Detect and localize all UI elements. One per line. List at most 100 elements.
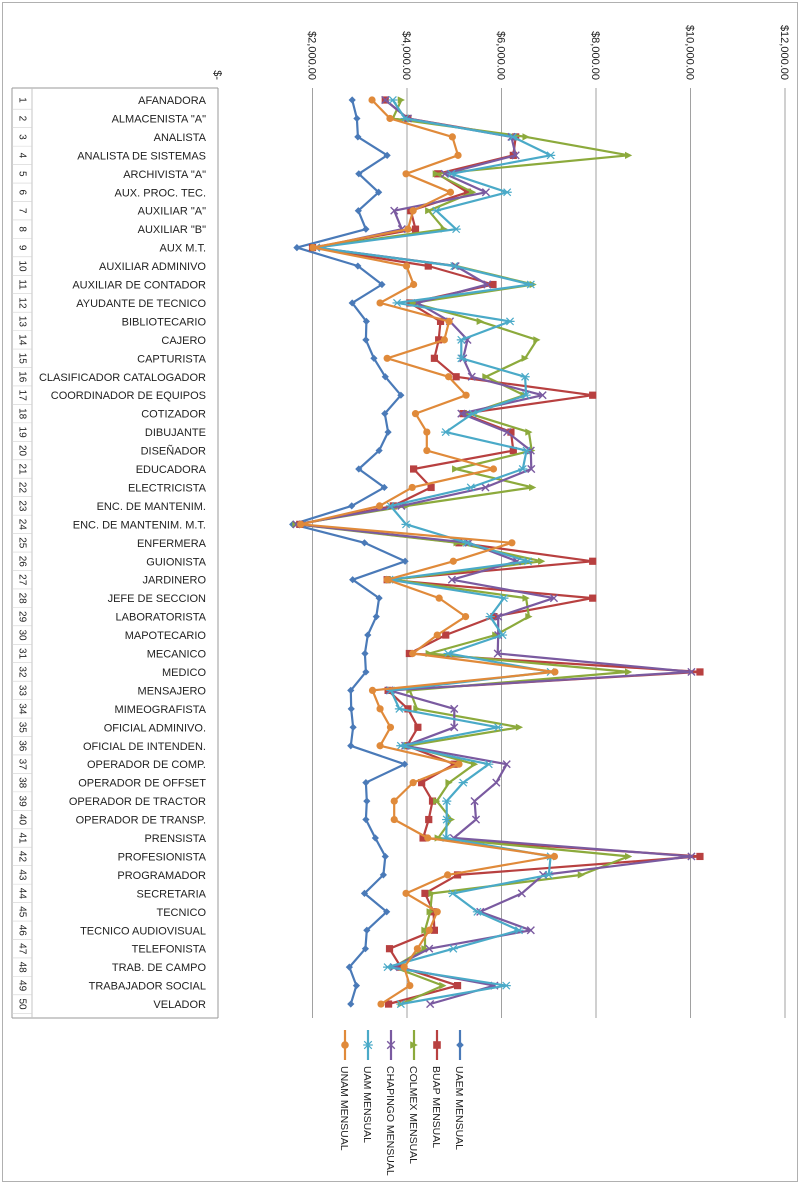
legend-label: BUAP MENSUAL (430, 1066, 442, 1148)
category-number: 12 (17, 297, 28, 309)
category-label: PROFESIONISTA (118, 851, 207, 863)
legend-item: UNAM MENSUAL (338, 1030, 350, 1151)
category-number: 18 (17, 408, 28, 420)
data-point (448, 889, 458, 898)
category-number: 8 (17, 226, 28, 232)
data-point (411, 410, 420, 418)
data-point (577, 871, 585, 879)
data-point (375, 594, 383, 602)
data-point (349, 723, 357, 731)
data-point (472, 907, 483, 916)
data-point (428, 797, 437, 805)
data-point (409, 649, 417, 658)
data-point (426, 908, 434, 916)
data-point (589, 557, 597, 565)
data-point (348, 96, 356, 104)
data-point (525, 613, 533, 621)
data-point (589, 391, 597, 399)
legend-label: UAEM MENSUAL (453, 1066, 465, 1150)
category-label: JEFE DE SECCION (108, 593, 206, 605)
data-point (377, 1000, 385, 1008)
data-point (687, 667, 696, 677)
category-number: 34 (17, 703, 28, 715)
legend-item: UAM MENSUAL (361, 1030, 373, 1143)
legend-label: COLMEX MENSUAL (407, 1066, 419, 1164)
series-line (291, 99, 407, 1005)
data-point (492, 778, 501, 787)
data-point (522, 594, 530, 602)
x-tick-label: $4,000.00 (400, 31, 412, 80)
data-point (425, 207, 433, 215)
category-label: CLASIFICADOR CATALOGADOR (39, 372, 206, 384)
data-point (383, 908, 391, 916)
data-point (493, 649, 502, 658)
data-point (497, 631, 508, 640)
series-uaem-mensual (289, 96, 409, 1008)
data-point (432, 170, 440, 178)
data-point (363, 797, 371, 805)
data-point (355, 465, 363, 473)
data-point (384, 1000, 393, 1008)
data-point (469, 188, 477, 196)
data-point (375, 446, 383, 455)
category-number: 50 (17, 998, 28, 1010)
data-point (431, 206, 441, 215)
data-point (349, 576, 357, 584)
data-point (402, 170, 410, 178)
data-point (425, 926, 433, 934)
category-label: ALMACENISTA "A" (112, 113, 207, 125)
category-number: 48 (17, 962, 28, 974)
data-point (363, 1040, 373, 1050)
data-point (383, 354, 391, 362)
data-point (397, 96, 405, 104)
category-number: 13 (17, 316, 28, 328)
data-point (453, 871, 462, 879)
data-point (687, 852, 696, 861)
category-label: EDUCADORA (136, 464, 207, 476)
data-point (376, 705, 384, 713)
category-number: 37 (17, 759, 28, 771)
data-point (353, 114, 361, 123)
category-label: MIMEOGRAFISTA (115, 704, 207, 716)
category-number: 24 (17, 519, 28, 531)
data-point (413, 705, 421, 713)
data-point (402, 262, 411, 270)
data-point (380, 483, 388, 492)
data-point (355, 170, 363, 178)
data-point (409, 779, 417, 787)
legend-item: BUAP MENSUAL (430, 1030, 442, 1148)
data-point (509, 446, 517, 455)
data-point (456, 1041, 464, 1049)
data-point (502, 760, 511, 769)
data-point (435, 594, 443, 602)
category-label: OPERADOR DE TRANSP. (76, 815, 206, 827)
data-point (348, 299, 356, 307)
data-point (502, 188, 512, 197)
category-label: DIBUJANTE (145, 427, 206, 439)
data-point (418, 779, 426, 787)
data-point (423, 446, 431, 455)
data-point (521, 446, 532, 455)
category-number: 49 (17, 980, 28, 992)
data-point (441, 428, 451, 437)
data-point (538, 557, 546, 565)
data-point (442, 815, 452, 824)
data-point (394, 704, 405, 713)
data-point (538, 391, 547, 400)
data-point (352, 982, 361, 990)
data-point (483, 280, 492, 289)
data-point (421, 926, 429, 934)
data-point (361, 649, 369, 658)
data-point (397, 391, 405, 399)
data-point (381, 852, 389, 861)
category-label: ENC. DE MANTENIM. (97, 501, 206, 513)
data-point (461, 613, 470, 621)
category-label: ANALISTA DE SISTEMAS (77, 150, 206, 162)
category-label: MENSAJERO (138, 685, 207, 697)
category-label: COTIZADOR (141, 409, 206, 421)
data-point (354, 207, 362, 215)
data-point (526, 926, 535, 935)
data-point (445, 779, 453, 787)
data-point (347, 1000, 355, 1008)
category-label: ENC. DE MANTENIM. M.T. (73, 519, 206, 531)
